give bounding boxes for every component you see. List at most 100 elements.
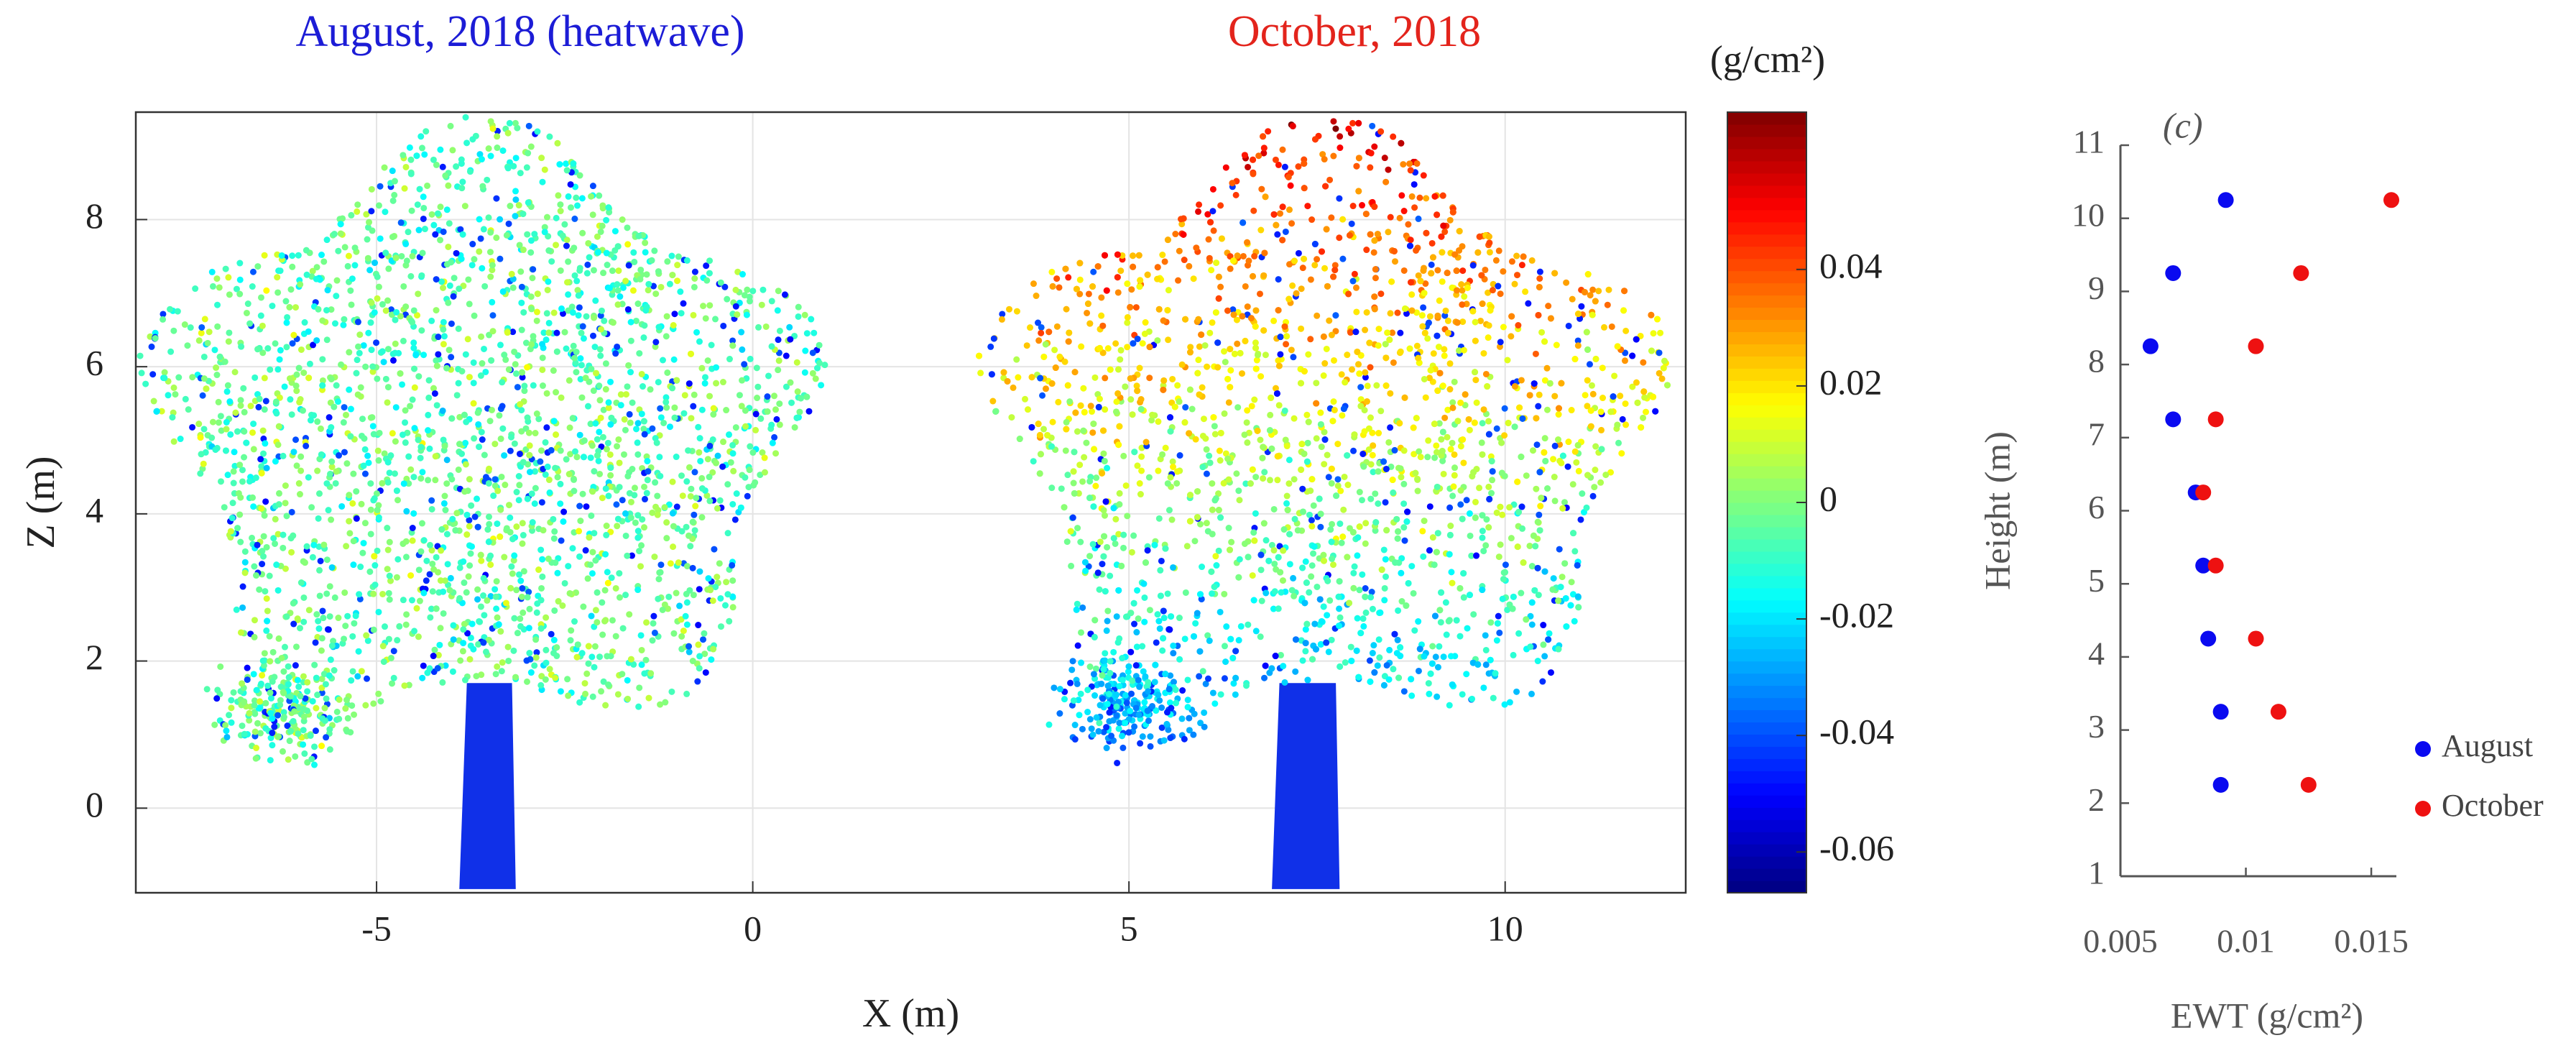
cloud-point: [323, 681, 329, 687]
cloud-point: [242, 569, 249, 576]
cloud-point: [1531, 380, 1538, 387]
cloud-point: [501, 352, 507, 358]
cloud-point: [494, 663, 500, 670]
cloud-point: [1589, 382, 1595, 389]
cloud-point: [368, 507, 374, 513]
cloud-point: [755, 324, 762, 331]
cloud-point: [1416, 668, 1422, 674]
cloud-point: [527, 469, 533, 475]
cloud-point: [628, 338, 634, 344]
cloud-point: [228, 697, 234, 704]
cloud-point: [1501, 569, 1508, 576]
cloud-point: [241, 428, 247, 435]
cloud-point: [1337, 615, 1344, 621]
cloud-point: [490, 492, 497, 499]
cloud-point: [1090, 541, 1097, 548]
cloud-point: [332, 594, 338, 601]
cloud-point: [1571, 548, 1578, 554]
cloud-point: [539, 574, 545, 580]
cloud-point: [696, 586, 703, 592]
cloud-point: [1362, 327, 1368, 334]
cloud-point: [769, 343, 775, 349]
cloud-point: [685, 533, 692, 539]
cloud-point: [564, 167, 571, 173]
cloud-point: [725, 530, 731, 536]
cloud-point: [504, 329, 511, 336]
cloud-point: [423, 128, 429, 134]
cloud-point: [1321, 603, 1327, 610]
trunk: [459, 683, 516, 889]
cloud-point: [263, 288, 269, 294]
cloud-point: [619, 497, 626, 503]
cloud-point: [674, 262, 680, 268]
cloud-point: [1472, 420, 1478, 426]
cloud-point: [1044, 432, 1051, 438]
cloud-point: [478, 603, 484, 610]
cloud-point: [385, 459, 392, 466]
cloud-point: [318, 558, 324, 564]
cloud-point: [258, 681, 264, 687]
cloud-point: [762, 469, 768, 476]
cloud-point: [297, 625, 303, 631]
cloud-point: [313, 727, 319, 734]
cloud-point: [1573, 459, 1579, 466]
cloud-point: [539, 179, 545, 185]
cloud-point: [326, 507, 332, 513]
cloud-point: [1214, 339, 1221, 346]
cloud-point: [1490, 695, 1497, 702]
cloud-point: [1120, 453, 1127, 459]
cloud-point: [726, 618, 732, 625]
cloud-point: [558, 447, 564, 454]
cloud-point: [1461, 347, 1467, 354]
cloud-point: [402, 407, 409, 413]
cloud-point: [391, 675, 397, 681]
cloud-point: [238, 629, 244, 635]
cloud-point: [1281, 526, 1288, 533]
cloud-point: [504, 525, 510, 531]
cloud-point: [1615, 440, 1622, 446]
cloud-point: [1519, 525, 1525, 532]
cloud-point: [217, 663, 223, 670]
cloud-point: [245, 300, 251, 307]
cloud-point: [1303, 621, 1310, 628]
cloud-point: [314, 691, 320, 698]
cloud-point: [686, 649, 693, 656]
cloud-point: [551, 418, 558, 424]
cloud-point: [599, 308, 605, 314]
cloud-point: [267, 757, 274, 763]
cloud-point: [497, 256, 503, 262]
cloud-point: [197, 470, 203, 477]
cloud-point: [678, 633, 685, 640]
cloud-point: [1434, 694, 1440, 700]
cloud-point: [1589, 312, 1596, 318]
cloud-point: [652, 504, 659, 510]
cloud-point: [686, 380, 693, 387]
cloud-point: [591, 267, 597, 273]
cloud-point: [382, 165, 388, 171]
cloud-point: [223, 447, 229, 454]
cloud-point: [1369, 123, 1375, 129]
cloud-point: [400, 431, 406, 438]
cloud-point: [1488, 490, 1495, 497]
cloud-point: [433, 605, 440, 612]
cloud-point: [624, 241, 631, 247]
cloud-point: [402, 185, 408, 192]
cloud-point: [591, 664, 597, 671]
cloud-point: [1288, 346, 1295, 353]
cloud-point: [1431, 350, 1437, 357]
cloud-point: [1217, 448, 1223, 454]
cloud-point: [516, 482, 522, 488]
cloud-point: [747, 467, 753, 473]
cloud-point: [603, 386, 609, 392]
cloud-point: [290, 449, 297, 455]
cloud-point: [1127, 396, 1134, 403]
cloud-point: [445, 561, 451, 567]
cloud-point: [415, 290, 421, 297]
cloud-point: [267, 710, 274, 717]
cloud-point: [1192, 620, 1199, 627]
cloud-point: [446, 587, 453, 594]
cloud-point: [198, 434, 204, 441]
cloud-point: [1467, 510, 1473, 517]
cloud-point: [475, 524, 481, 530]
cloud-point: [333, 480, 339, 487]
